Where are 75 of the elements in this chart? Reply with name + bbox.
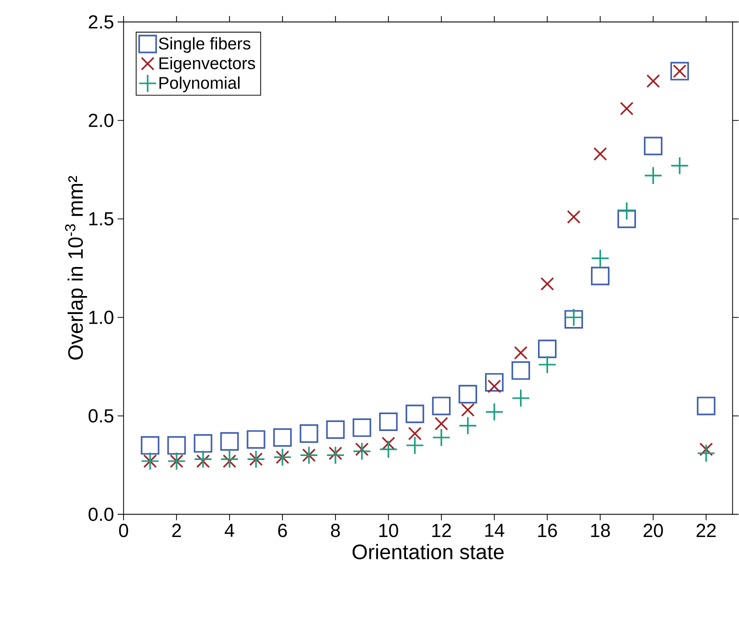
point	[194, 450, 212, 468]
point	[328, 446, 342, 460]
point	[566, 210, 581, 224]
point	[461, 403, 475, 417]
point	[512, 361, 530, 380]
point	[699, 442, 713, 456]
y-axis-title: Overlap in 10$^{-3}$ mm²	[65, 176, 88, 360]
x-tick-label: 16	[538, 524, 557, 538]
point	[434, 416, 448, 431]
point	[355, 442, 369, 456]
point	[696, 444, 716, 463]
x-tick-label: 12	[432, 524, 451, 537]
point	[382, 436, 396, 450]
point	[593, 147, 608, 161]
point	[620, 102, 634, 116]
x-tick-label: 18	[591, 524, 610, 538]
point	[644, 136, 662, 156]
point	[538, 355, 557, 374]
x-tick-label: 0	[119, 524, 128, 538]
point	[485, 373, 504, 392]
point	[379, 412, 398, 432]
point	[432, 428, 451, 447]
point	[326, 446, 345, 464]
point	[352, 418, 372, 437]
point	[408, 426, 422, 440]
point	[273, 428, 292, 447]
x-tick-label: 22	[696, 524, 716, 537]
y-tick-label: 0.5	[88, 409, 114, 423]
legend-label: Single fibers	[158, 37, 250, 53]
point	[485, 402, 504, 422]
point	[458, 384, 478, 404]
point	[590, 266, 610, 286]
y-tick-label: 0.0	[88, 508, 114, 521]
point	[140, 436, 160, 455]
point	[512, 388, 530, 408]
x-tick-label: 4	[224, 524, 234, 537]
point	[514, 346, 528, 360]
point	[617, 210, 636, 228]
point	[406, 436, 424, 455]
legend-label: Polynomial	[159, 76, 240, 92]
x-tick-label: 20	[644, 524, 663, 538]
point	[590, 249, 610, 268]
point	[220, 432, 239, 451]
point	[406, 404, 424, 424]
point	[167, 436, 186, 455]
point	[326, 420, 345, 439]
point	[538, 340, 557, 358]
point	[540, 277, 554, 291]
point	[379, 440, 398, 459]
point	[222, 454, 236, 468]
x-axis-title: Orientation state	[352, 544, 504, 560]
point	[300, 424, 318, 443]
point	[196, 454, 210, 468]
point	[432, 396, 451, 416]
x-tick-label: 8	[331, 524, 340, 538]
point	[696, 396, 716, 416]
x-tick-label: 2	[172, 524, 181, 537]
point	[220, 450, 239, 468]
y-tick-label: 2.5	[88, 15, 114, 29]
point	[617, 202, 636, 220]
point	[646, 74, 660, 88]
y-tick-label: 2.0	[88, 114, 114, 128]
x-tick-label: 14	[485, 524, 504, 537]
point	[488, 380, 502, 394]
x-tick-label: 6	[278, 524, 287, 538]
point	[458, 416, 478, 435]
point	[352, 442, 372, 461]
point	[194, 434, 212, 453]
legend-label: Eigenvectors	[159, 56, 256, 73]
y-tick-label: 1.5	[89, 212, 114, 226]
point	[246, 430, 266, 449]
x-tick-label: 10	[379, 524, 398, 538]
y-tick-label: 1.0	[89, 310, 114, 324]
point	[644, 166, 662, 185]
point	[670, 156, 689, 175]
